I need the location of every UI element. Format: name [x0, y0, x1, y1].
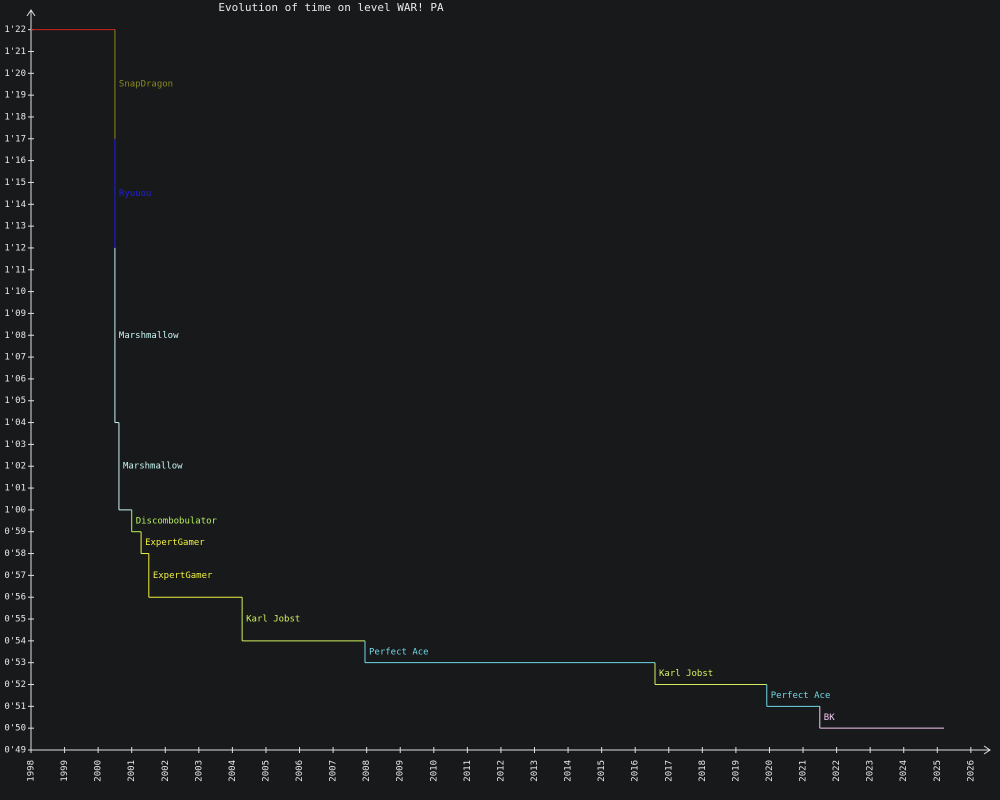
y-tick-label: 1'06 — [4, 374, 26, 384]
y-tick-label: 0'58 — [4, 549, 26, 559]
y-tick-label: 1'05 — [4, 396, 26, 406]
y-tick-label: 0'53 — [4, 658, 26, 668]
y-tick-label: 1'13 — [4, 222, 26, 232]
y-tick-label: 1'12 — [4, 243, 26, 253]
y-tick-label: 0'57 — [4, 571, 26, 581]
x-tick-label: 2004 — [228, 760, 238, 782]
x-tick-label: 2003 — [194, 760, 204, 782]
record-holder-label: BK — [824, 713, 835, 723]
record-holder-label: Perfect Ace — [771, 691, 831, 701]
y-tick-label: 1'18 — [4, 112, 26, 122]
x-tick-label: 2010 — [429, 760, 439, 782]
x-tick-label: 2022 — [832, 760, 842, 782]
x-tick-label: 2005 — [261, 760, 271, 782]
y-tick-label: 1'02 — [4, 462, 26, 472]
x-tick-label: 2017 — [664, 760, 674, 782]
y-tick-label: 1'22 — [4, 25, 26, 35]
y-tick-label: 1'03 — [4, 440, 26, 450]
y-tick-label: 1'16 — [4, 156, 26, 166]
y-tick-label: 1'00 — [4, 505, 26, 515]
x-tick-label: 2015 — [597, 760, 607, 782]
y-tick-label: 0'56 — [4, 593, 26, 603]
y-tick-label: 0'49 — [4, 746, 26, 756]
y-tick-label: 1'10 — [4, 287, 26, 297]
y-tick-label: 1'20 — [4, 69, 26, 79]
x-tick-label: 1998 — [27, 760, 37, 782]
record-holder-label: Ryuuou — [119, 189, 152, 199]
y-tick-label: 1'04 — [4, 418, 26, 428]
y-axis-arrow — [26, 9, 36, 17]
x-axis-arrow — [983, 745, 991, 755]
x-tick-label: 2013 — [530, 760, 540, 782]
y-tick-label: 0'52 — [4, 680, 26, 690]
record-holder-label: ExpertGamer — [153, 571, 213, 581]
x-tick-label: 2012 — [496, 760, 506, 782]
x-tick-label: 2024 — [899, 760, 909, 782]
record-holder-label: Karl Jobst — [659, 669, 713, 679]
x-tick-label: 2014 — [564, 760, 574, 782]
y-tick-label: 1'21 — [4, 47, 26, 57]
x-tick-label: 2018 — [698, 760, 708, 782]
record-holder-label: SnapDragon — [119, 80, 173, 90]
record-holder-label: Discombobulator — [136, 516, 218, 526]
y-tick-label: 1'14 — [4, 200, 26, 210]
x-tick-label: 2008 — [362, 760, 372, 782]
x-tick-label: 2025 — [933, 760, 943, 782]
y-tick-label: 1'09 — [4, 309, 26, 319]
x-tick-label: 2006 — [295, 760, 305, 782]
y-tick-label: 0'50 — [4, 724, 26, 734]
x-tick-label: 2023 — [866, 760, 876, 782]
x-tick-label: 2021 — [799, 760, 809, 782]
y-tick-label: 1'15 — [4, 178, 26, 188]
x-tick-label: 2009 — [396, 760, 406, 782]
record-holder-label: ExpertGamer — [145, 538, 205, 548]
y-tick-label: 0'54 — [4, 636, 26, 646]
chart-title: Evolution of time on level WAR! PA — [218, 1, 444, 14]
y-tick-label: 1'19 — [4, 91, 26, 101]
record-holder-label: Perfect Ace — [369, 647, 429, 657]
y-tick-label: 1'07 — [4, 353, 26, 363]
y-tick-label: 1'01 — [4, 484, 26, 494]
x-tick-label: 2007 — [329, 760, 339, 782]
y-tick-label: 1'17 — [4, 134, 26, 144]
y-tick-label: 1'08 — [4, 331, 26, 341]
x-tick-label: 2020 — [765, 760, 775, 782]
y-tick-label: 0'51 — [4, 702, 26, 712]
x-tick-label: 2019 — [731, 760, 741, 782]
record-holder-label: Karl Jobst — [246, 615, 300, 625]
y-tick-label: 1'11 — [4, 265, 26, 275]
x-tick-label: 2011 — [463, 760, 473, 782]
x-tick-label: 2001 — [127, 760, 137, 782]
x-tick-label: 2000 — [94, 760, 104, 782]
y-tick-label: 0'59 — [4, 527, 26, 537]
y-tick-label: 0'55 — [4, 615, 26, 625]
record-holder-label: Marshmallow — [123, 462, 183, 472]
x-tick-label: 2002 — [161, 760, 171, 782]
x-tick-label: 2016 — [631, 760, 641, 782]
x-tick-label: 1999 — [60, 760, 70, 782]
record-holder-label: Marshmallow — [119, 331, 179, 341]
x-tick-label: 2026 — [966, 760, 976, 782]
